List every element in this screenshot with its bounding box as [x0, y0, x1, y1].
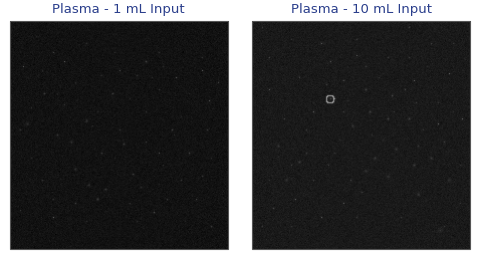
Bar — [252, 21, 470, 249]
Text: Plasma - 10 mL Input: Plasma - 10 mL Input — [291, 3, 432, 16]
Bar — [10, 21, 228, 249]
Text: Plasma - 1 mL Input: Plasma - 1 mL Input — [52, 3, 185, 16]
